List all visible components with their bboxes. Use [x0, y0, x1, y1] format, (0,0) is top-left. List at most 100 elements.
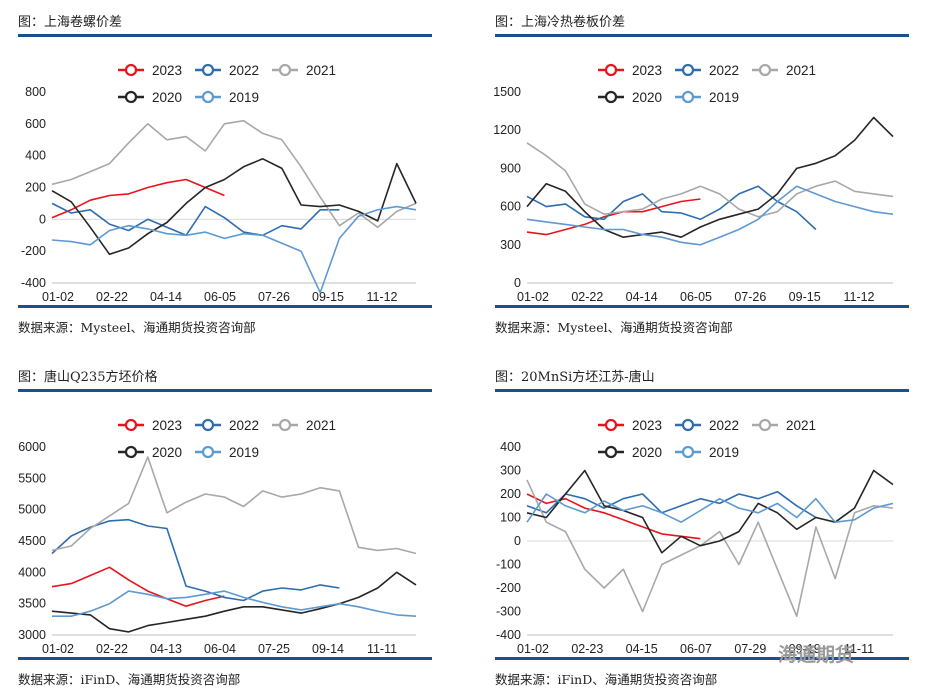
y-tick-label: 0 [514, 534, 521, 548]
y-tick-label: 0 [514, 276, 521, 290]
legend-item-2019: 2019 [195, 445, 259, 460]
legend-label: 2019 [709, 445, 739, 460]
title-rule [495, 389, 909, 392]
x-tick-label: 09-19 [789, 642, 821, 656]
y-tick-label: 4000 [18, 565, 46, 579]
title-rule [18, 34, 432, 37]
title-rule [18, 389, 432, 392]
legend-label: 2023 [632, 418, 662, 433]
series-line-2023 [526, 198, 701, 236]
legend-item-2021: 2021 [272, 418, 336, 433]
y-tick-label: 0 [39, 212, 46, 226]
legend-label: 2019 [709, 90, 739, 105]
legend-item-2019: 2019 [195, 90, 259, 105]
y-tick-label: 400 [25, 149, 46, 163]
series-line-2021 [526, 142, 894, 218]
x-tick-label: 06-05 [680, 290, 712, 304]
y-tick-label: 100 [500, 511, 521, 525]
legend-label: 2022 [229, 63, 259, 78]
y-tick-label: -100 [496, 558, 521, 572]
legend-label: 2022 [229, 418, 259, 433]
legend-item-2022: 2022 [675, 63, 739, 78]
source-rule [18, 657, 432, 660]
series-line-2020 [526, 469, 894, 554]
legend-item-2022: 2022 [195, 418, 259, 433]
x-tick-label: 04-14 [150, 290, 182, 304]
y-tick-label: -200 [21, 244, 46, 258]
series-line-2022 [51, 202, 340, 237]
x-tick-label: 09-15 [312, 290, 344, 304]
x-tick-label: 01-02 [517, 290, 549, 304]
x-tick-label: 01-02 [42, 290, 74, 304]
x-tick-label: 02-23 [571, 642, 603, 656]
x-tick-label: 01-02 [517, 642, 549, 656]
legend-item-2019: 2019 [675, 90, 739, 105]
legend-label: 2021 [786, 418, 816, 433]
legend-label: 2019 [229, 90, 259, 105]
legend-item-2019: 2019 [675, 445, 739, 460]
x-tick-label: 11-11 [367, 642, 397, 656]
y-tick-label: 600 [500, 200, 521, 214]
x-tick-label: 06-07 [680, 642, 712, 656]
legend-label: 2020 [632, 90, 662, 105]
x-tick-label: 02-22 [96, 642, 128, 656]
series-line-2021 [51, 456, 417, 555]
y-tick-label: -200 [496, 581, 521, 595]
legend-label: 2021 [306, 418, 336, 433]
chart-q235-billet: 3000 3500 4000 4500 5000 5500 6000 01-02 02-22 04… [18, 418, 417, 656]
x-tick-label: 11-12 [843, 290, 874, 304]
series-line-2020 [51, 571, 417, 633]
chart-20mnsi: -400 -300 -200 -100 0 100 200 300 400 01-02 02-23 0… [496, 418, 894, 656]
legend-item-2023: 2023 [118, 418, 182, 433]
legend-item-2023: 2023 [598, 63, 662, 78]
legend-item-2023: 2023 [598, 418, 662, 433]
panel-coil-rebar: 图：上海卷螺价差 -400 -200 0 200 400 600 800 01-02 02-22… [18, 0, 432, 345]
y-tick-label: 800 [25, 85, 46, 99]
y-tick-label: 1500 [493, 85, 521, 99]
x-tick-label: 04-13 [150, 642, 182, 656]
legend-item-2020: 2020 [118, 90, 182, 105]
chart-coil-rebar: -400 -200 0 200 400 600 800 01-02 02-22 04-14 06-0… [21, 63, 417, 304]
y-tick-label: -300 [496, 605, 521, 619]
y-tick-label: 200 [500, 487, 521, 501]
x-tick-label: 11-11 [844, 642, 874, 656]
series-line-2023 [526, 493, 701, 540]
series-line-2021 [51, 119, 417, 229]
series-line-2019 [52, 590, 417, 617]
x-tick-label: 04-14 [626, 290, 658, 304]
x-tick-label: 09-14 [312, 642, 344, 656]
legend-label: 2022 [709, 418, 739, 433]
source-rule [495, 305, 909, 308]
y-tick-label: -400 [21, 276, 46, 290]
legend-item-2021: 2021 [752, 418, 816, 433]
x-tick-label: 07-29 [734, 642, 766, 656]
x-tick-label: 11-12 [366, 290, 397, 304]
legend-label: 2023 [632, 63, 662, 78]
source-rule [495, 657, 909, 660]
legend-item-2020: 2020 [598, 90, 662, 105]
series-line-2022 [51, 518, 340, 602]
y-tick-label: 1200 [493, 123, 521, 137]
panel-cold-hot: 图：上海冷热卷板价差 0 300 600 900 1200 1500 01-02 02-22 0… [493, 0, 909, 345]
y-tick-label: 3500 [18, 597, 46, 611]
series-line-2020 [526, 116, 894, 238]
y-tick-label: 5500 [18, 471, 46, 485]
series-line-2019 [526, 493, 894, 523]
x-tick-label: 07-26 [734, 290, 766, 304]
series-line-2021 [526, 479, 894, 617]
y-tick-label: 3000 [18, 628, 46, 642]
legend-label: 2021 [306, 63, 336, 78]
x-tick-label: 02-22 [96, 290, 128, 304]
series-line-2020 [51, 158, 417, 256]
series-line-2022 [526, 490, 817, 519]
panel-q235-billet: 图：唐山Q235方坯价格 3000 3500 4000 4500 5000 5500 600… [18, 355, 432, 695]
watermark-logo-text: 海通期货 [778, 644, 855, 666]
series-line-2023 [51, 566, 225, 607]
x-tick-label: 07-25 [258, 642, 290, 656]
source-note: 数据来源：Mysteel、海通期货投资咨询部 [495, 320, 733, 335]
legend-item-2022: 2022 [675, 418, 739, 433]
legend-label: 2019 [229, 445, 259, 460]
chart-title: 图：唐山Q235方坯价格 [18, 370, 158, 385]
x-tick-label: 01-02 [42, 642, 74, 656]
x-tick-label: 06-05 [204, 290, 236, 304]
